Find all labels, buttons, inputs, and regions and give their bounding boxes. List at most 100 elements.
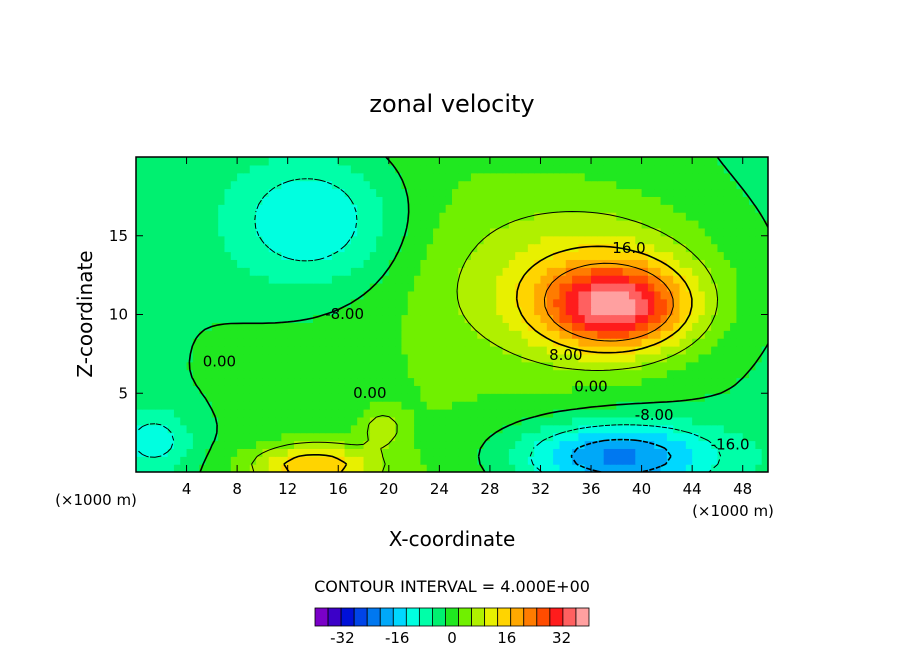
contour-cell [515,306,523,316]
contour-cell [148,188,156,197]
contour-cell [369,188,377,197]
contour-cell [565,204,573,213]
contour-cell [692,188,700,197]
contour-cell [237,164,245,174]
contour-cell [173,298,181,308]
contour-cell [502,298,510,308]
contour-cell [704,353,712,363]
contour-cell [218,267,226,276]
contour-cell [344,346,352,355]
contour-cell [521,432,529,442]
contour-cell [306,196,314,205]
contour-cell [559,416,567,426]
contour-cell [275,385,282,394]
contour-cell [591,220,598,229]
contour-cell [249,432,257,442]
contour-cell [723,322,731,331]
contour-cell [350,377,358,386]
contour-cell [616,212,624,221]
contour-cell [192,157,200,166]
contour-cell [527,180,535,190]
contour-cell [685,267,693,276]
contour-cell [641,456,649,465]
contour-cell [249,298,257,308]
contour-cell [376,353,384,363]
contour-cell [331,283,339,292]
contour-cell [357,188,365,197]
contour-cell [243,377,251,386]
contour-cell [578,409,586,418]
contour-cell [660,298,668,308]
contour-cell [578,188,586,197]
contour-cell [167,338,175,347]
contour-cell [540,424,548,434]
contour-cell [439,448,447,457]
contour-cell [685,448,693,457]
contour-cell [420,283,428,292]
contour-cell [230,401,238,410]
contour-cell [376,290,384,300]
contour-cell [464,283,472,292]
contour-cell [211,401,219,410]
contour-cell [470,251,478,260]
contour-cell [142,188,150,197]
contour-cell [154,346,162,355]
contour-cell [698,283,706,292]
contour-cell [736,424,744,434]
contour-cell [224,338,232,347]
contour-cell [148,283,156,292]
contour-cell [641,353,649,363]
contour-cell [256,393,263,402]
contour-cell [521,424,529,434]
contour-line [283,245,693,472]
contour-cell [515,259,523,268]
contour-cell [458,338,466,347]
colorbar-swatch [562,607,577,627]
contour-cell [540,416,548,426]
contour-cell [319,180,327,190]
contour-cell [483,251,491,260]
contour-cell [641,322,649,331]
contour-cell [546,220,554,229]
y-axis-label: Z-coordinate [73,250,97,377]
contour-cell [211,235,219,245]
contour-cell [319,401,327,410]
contour-cell [148,212,156,221]
contour-cell [300,283,308,292]
contour-cell [515,353,523,363]
contour-cell [572,306,579,316]
contour-cell [628,298,636,308]
contour-cell [711,401,719,410]
contour-cell [591,393,598,402]
contour-cell [211,353,219,363]
contour-cell [470,393,478,402]
contour-cell [496,243,504,253]
contour-cell [211,290,219,300]
contour-cell [439,440,447,449]
contour-cell [553,259,561,268]
contour-cell [546,440,554,449]
contour-cell [546,448,554,457]
contour-cell [218,346,226,355]
contour-cell [628,464,636,472]
contour-cell [717,432,725,442]
contour-cell [742,448,750,457]
contour-cell [445,314,453,323]
contour-cell [761,259,768,268]
contour-cell [230,298,238,308]
contour-cell [761,393,768,402]
contour-cell [559,188,567,197]
contour-cell [654,361,662,371]
contour-cell [591,290,598,300]
contour-cell [344,188,352,197]
contour-cell [350,157,358,166]
contour-cell [363,314,371,323]
contour-cell [331,275,339,284]
contour-cell [445,275,453,284]
contour-cell [521,157,529,166]
contour-cell [414,448,421,457]
contour-cell [692,401,700,410]
contour-cell [439,377,447,386]
contour-cell [312,188,320,197]
contour-cell [401,212,409,221]
